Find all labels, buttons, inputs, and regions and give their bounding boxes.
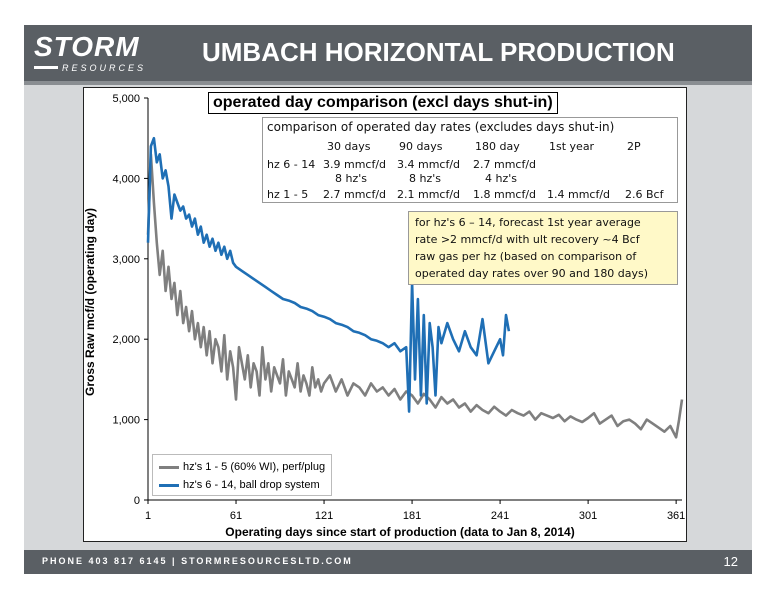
table-cell: 3.9 mmcf/d [323, 158, 387, 171]
x-tick-label: 1 [145, 510, 151, 522]
legend-label: hz's 6 - 14, ball drop system [183, 479, 320, 491]
x-axis-label: Operating days since start of production… [225, 525, 574, 539]
y-axis-label: Gross Raw mcf/d (operating day) [83, 208, 97, 396]
chart-axes: 0 1,000 2,000 3,000 4,000 5,000 1 61 121 181 241 30… [112, 93, 685, 522]
note-line: rate >2 mmcf/d with ult recovery ~4 Bcf [415, 233, 640, 246]
table-cell: 1.8 mmcf/d [473, 188, 537, 201]
table-header-cell: 180 day [475, 140, 520, 153]
table-cell: 3.4 mmcf/d [397, 158, 461, 171]
legend-label: hz's 1 - 5 (60% WI), perf/plug [183, 461, 326, 473]
table-subcell: 8 hz's [335, 172, 367, 185]
slide-header: STORM RESOURCES UMBACH HORIZONTAL PRODUC… [24, 25, 752, 81]
forecast-note: for hz's 6 – 14, forecast 1st year avera… [408, 211, 678, 285]
table-row-label: hz 6 - 14 [267, 158, 316, 171]
slide-title: UMBACH HORIZONTAL PRODUCTION [202, 37, 675, 67]
y-tick-label: 0 [134, 495, 140, 507]
series-line-2 [146, 136, 511, 413]
x-tick-label: 361 [667, 510, 685, 522]
table-subcell: 8 hz's [409, 172, 441, 185]
legend-swatch [159, 483, 179, 487]
y-tick-label: 2,000 [112, 334, 140, 346]
table-cell: 2.6 Bcf [625, 188, 664, 201]
logo-bar [34, 66, 58, 69]
y-tick-label: 4,000 [112, 173, 140, 185]
header-accent-bar [24, 81, 752, 85]
series-line-1 [146, 153, 684, 439]
x-tick-label: 61 [230, 510, 242, 522]
page-number: 12 [723, 554, 738, 569]
table-cell: 2.7 mmcf/d [323, 188, 387, 201]
legend-swatch [159, 465, 179, 469]
chart-series-layer [146, 136, 684, 439]
table-cell: 2.1 mmcf/d [397, 188, 461, 201]
chart-legend: hz's 1 - 5 (60% WI), perf/plug hz's 6 - … [152, 454, 332, 496]
table-header-cell: 1st year [549, 140, 595, 153]
table-cell: 2.7 mmcf/d [473, 158, 537, 171]
note-line: raw gas per hz (based on comparison of [415, 250, 637, 263]
y-tick-label: 1,000 [112, 415, 140, 427]
comparison-table: comparison of operated day rates (exclud… [262, 117, 678, 203]
x-tick-label: 241 [491, 510, 509, 522]
logo-subtext: RESOURCES [62, 63, 147, 73]
logo-wordmark: STORM [34, 31, 140, 62]
table-caption: comparison of operated day rates (exclud… [267, 120, 615, 134]
footer-contact: PHONE 403 817 6145 | STORMRESOURCESLTD.C… [42, 556, 353, 566]
table-header-cell: 2P [627, 140, 641, 153]
table-cell: 1.4 mmcf/d [547, 188, 611, 201]
legend-item: hz's 6 - 14, ball drop system [159, 477, 320, 493]
note-line: for hz's 6 – 14, forecast 1st year avera… [415, 216, 641, 229]
x-tick-label: 121 [315, 510, 333, 522]
y-tick-label: 3,000 [112, 254, 140, 266]
company-logo: STORM RESOURCES [34, 31, 164, 77]
y-tick-label: 5,000 [112, 93, 140, 105]
note-line: operated day rates over 90 and 180 days) [415, 267, 649, 280]
x-tick-label: 181 [403, 510, 421, 522]
table-header-cell: 90 days [399, 140, 443, 153]
x-tick-label: 301 [579, 510, 597, 522]
chart-title: operated day comparison (excl days shut-… [208, 92, 558, 114]
table-row-label: hz 1 - 5 [267, 188, 309, 201]
legend-item: hz's 1 - 5 (60% WI), perf/plug [159, 459, 325, 475]
table-subcell: 4 hz's [485, 172, 517, 185]
slide-footer: PHONE 403 817 6145 | STORMRESOURCESLTD.C… [24, 550, 752, 574]
table-header-cell: 30 days [327, 140, 371, 153]
